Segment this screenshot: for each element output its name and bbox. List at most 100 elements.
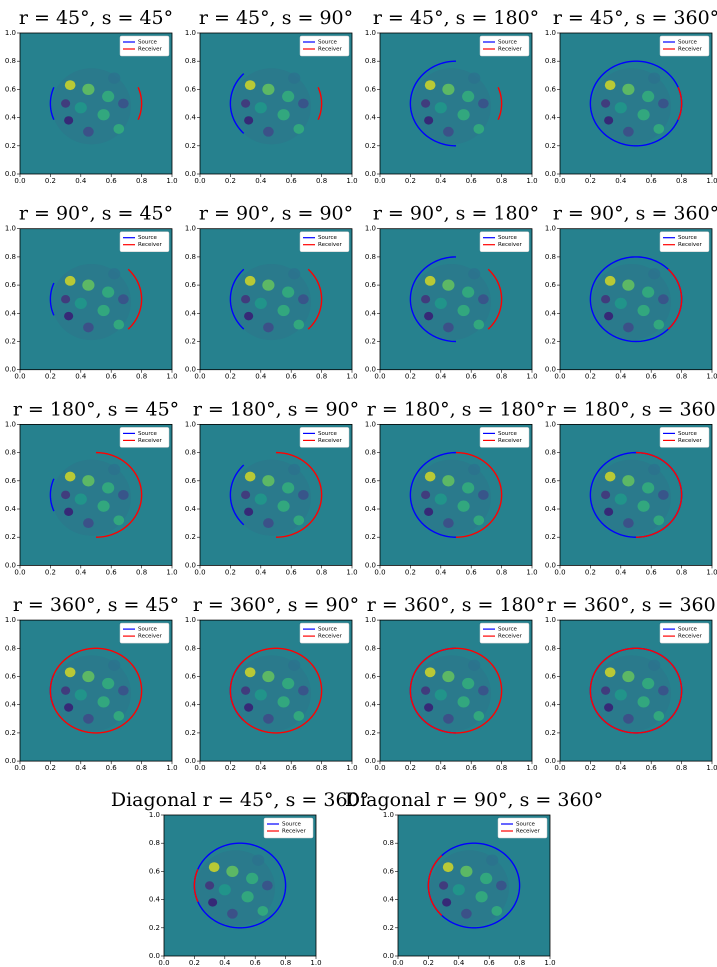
legend-label: Source xyxy=(498,235,518,241)
phantom-feature xyxy=(622,279,635,291)
y-tick-label: 0.2 xyxy=(545,338,556,346)
x-tick-label: 0.4 xyxy=(453,959,465,967)
legend-box xyxy=(659,231,710,252)
y-tick-label: 0.4 xyxy=(365,505,377,513)
legend-box xyxy=(659,622,710,644)
phantom-feature xyxy=(61,294,71,304)
y-tick-label: 0.0 xyxy=(545,757,556,765)
phantom-feature xyxy=(61,686,71,695)
phantom-feature xyxy=(434,297,447,310)
y-tick-label: 0.8 xyxy=(185,57,196,65)
panel: r = 90°, s = 90° 0.0 0.2 0.4 0.6 0.8 1.0 0.0 0.2… xyxy=(185,203,358,381)
phantom-feature xyxy=(282,286,295,298)
legend-box xyxy=(299,231,350,252)
y-tick-label: 0.0 xyxy=(185,757,196,765)
y-tick-label: 0.6 xyxy=(365,673,377,681)
panel: r = 45°, s = 90° 0.0 0.2 0.4 0.6 0.8 1.0 0.0 0.2… xyxy=(185,7,358,185)
phantom-feature xyxy=(637,696,650,708)
phantom-feature xyxy=(118,98,129,109)
y-tick-label: 0.2 xyxy=(185,729,196,737)
y-tick-label: 0.8 xyxy=(365,253,376,261)
phantom-feature xyxy=(475,891,488,903)
phantom-feature xyxy=(108,463,121,476)
panel: r = 180°, s = 45° 0.0 0.2 0.4 0.6 0.8 1.0 0.0 0.… xyxy=(5,398,179,576)
y-tick-label: 0.6 xyxy=(185,281,197,289)
panel: r = 90°, s = 180° 0.0 0.2 0.4 0.6 0.8 1.0 0.0 0.… xyxy=(365,203,539,381)
x-tick-label: 0.6 xyxy=(250,959,262,967)
x-tick-label: 0.2 xyxy=(585,373,596,381)
plot-frame xyxy=(559,32,713,175)
phantom-feature xyxy=(252,854,265,866)
y-tick-label: 0.8 xyxy=(545,253,556,261)
y-tick-label: 0.0 xyxy=(149,952,160,960)
phantom-feature xyxy=(622,83,635,96)
y-tick-label: 0.0 xyxy=(5,561,16,569)
phantom-feature xyxy=(443,518,454,529)
arc xyxy=(589,60,683,147)
y-tick-label: 0.6 xyxy=(5,673,17,681)
x-tick-label: 0.2 xyxy=(45,568,56,576)
phantom-feature xyxy=(241,686,251,695)
legend-label: Source xyxy=(318,235,338,241)
legend-label: Source xyxy=(678,431,698,437)
x-tick-label: 0.0 xyxy=(554,568,565,576)
y-tick-label: 0.0 xyxy=(5,366,16,374)
phantom-feature xyxy=(658,294,669,305)
arc xyxy=(49,647,143,734)
y-tick-label: 0.0 xyxy=(185,170,196,178)
phantom-feature xyxy=(478,294,489,305)
x-tick-label: 0.2 xyxy=(405,373,416,381)
x-tick-label: 0.0 xyxy=(194,177,205,185)
x-tick-label: 1.0 xyxy=(346,373,357,381)
panel: r = 180°, s = 90° 0.0 0.2 0.4 0.6 0.8 1.0 0.0 0.… xyxy=(185,398,359,576)
x-tick-label: 0.8 xyxy=(136,764,147,772)
arc xyxy=(635,451,683,538)
panel: Diagonal r = 90°, s = 360° 0.0 0.2 0.4 0.6 0.… xyxy=(345,789,603,967)
panel-title: r = 180°, s = 360° xyxy=(547,398,717,420)
phantom-feature xyxy=(443,126,454,137)
x-tick-label: 1.0 xyxy=(706,373,717,381)
phantom-feature xyxy=(434,689,447,701)
phantom-feature xyxy=(113,123,125,134)
phantom-feature xyxy=(102,90,115,103)
phantom-feature xyxy=(604,80,616,91)
arc xyxy=(307,268,323,330)
y-tick-label: 0.2 xyxy=(365,142,376,150)
phantom-feature xyxy=(208,862,220,873)
y-tick-label: 0.2 xyxy=(185,142,196,150)
y-tick-label: 0.4 xyxy=(185,114,197,122)
y-tick-label: 0.8 xyxy=(185,253,196,261)
plot-frame xyxy=(199,619,353,762)
phantom-feature xyxy=(97,109,110,121)
y-tick-label: 0.4 xyxy=(365,309,377,317)
phantom-feature xyxy=(637,500,650,512)
x-tick-label: 0.2 xyxy=(405,568,416,576)
arc xyxy=(193,869,199,902)
x-tick-label: 0.2 xyxy=(45,373,56,381)
x-tick-label: 0.6 xyxy=(286,568,298,576)
x-tick-label: 0.0 xyxy=(158,959,169,967)
panel: r = 45°, s = 45° 0.0 0.2 0.4 0.6 0.8 1.0 0.0 0.2… xyxy=(5,7,178,185)
x-tick-label: 1.0 xyxy=(544,959,555,967)
phantom-feature xyxy=(218,884,231,896)
phantom-feature xyxy=(421,99,431,108)
x-tick-label: 0.2 xyxy=(423,959,434,967)
phantom-feature xyxy=(424,275,436,286)
arc xyxy=(127,268,143,330)
panel: r = 180°, s = 360° 0.0 0.2 0.4 0.6 0.8 1.0 0.0 0… xyxy=(545,398,717,576)
y-tick-label: 1.0 xyxy=(383,811,394,819)
y-tick-label: 0.8 xyxy=(365,449,376,457)
legend-label: Source xyxy=(138,235,158,241)
phantom-feature xyxy=(452,884,465,896)
y-tick-label: 1.0 xyxy=(185,616,196,624)
phantom-feature xyxy=(434,102,447,114)
y-tick-label: 0.6 xyxy=(185,477,197,485)
x-tick-label: 0.8 xyxy=(280,959,291,967)
phantom-feature xyxy=(648,463,661,476)
phantom-feature xyxy=(468,659,481,671)
y-tick-label: 0.8 xyxy=(5,644,16,652)
phantom-feature xyxy=(241,490,251,500)
phantom-feature xyxy=(227,908,238,919)
y-tick-label: 0.0 xyxy=(365,170,376,178)
x-tick-label: 1.0 xyxy=(706,568,717,576)
